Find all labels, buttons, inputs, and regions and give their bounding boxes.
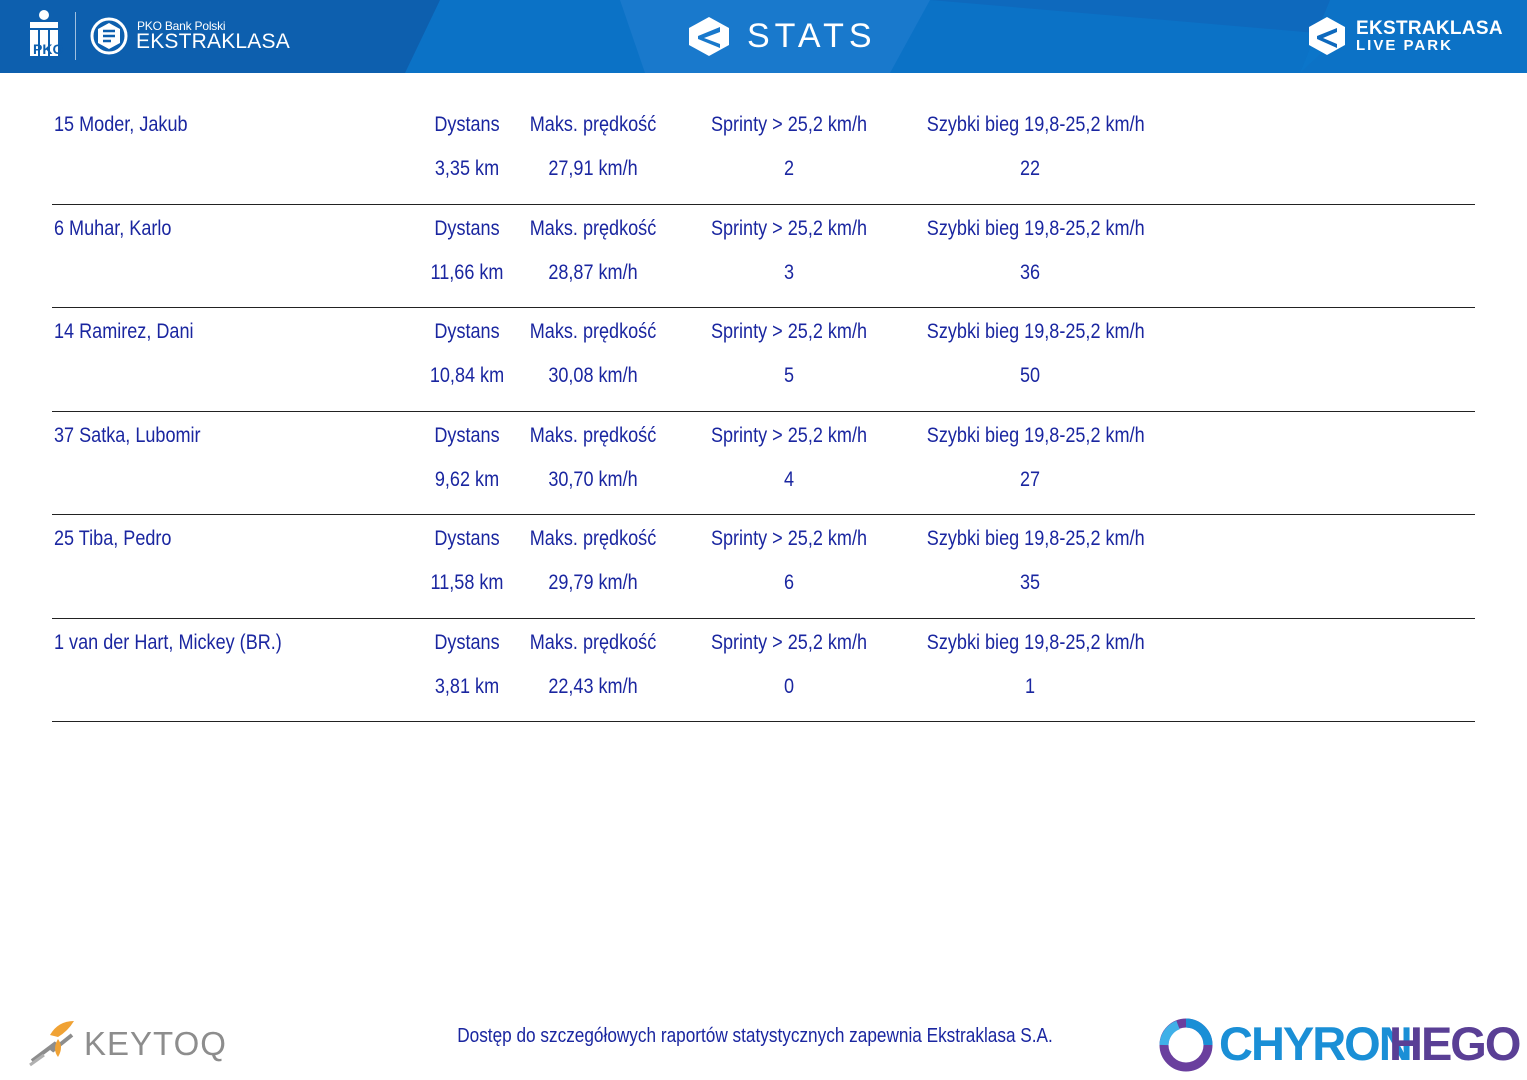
max-speed-value: 22,43 km/h bbox=[548, 674, 638, 698]
header-background bbox=[0, 0, 1527, 73]
distance-value: 9,62 km bbox=[434, 467, 500, 491]
max-speed-value: 28,87 km/h bbox=[548, 260, 638, 284]
sprints-label: Sprinty > 25,2 km/h bbox=[710, 527, 868, 550]
page-title: STATS bbox=[747, 17, 877, 55]
hego-logo-text: HEGO bbox=[1389, 1017, 1521, 1070]
max-speed-label: Maks. prędkość bbox=[529, 423, 657, 447]
chyronhego-logo-icon bbox=[1159, 1018, 1213, 1072]
player-stats-list: 15 Moder, Jakub Dystans Maks. prędkość Spri… bbox=[52, 101, 1475, 722]
player-row: 1 van der Hart, Mickey (BR.) Dystans Maks.… bbox=[52, 619, 1475, 722]
player-row: 25 Tiba, Pedro Dystans Maks. prędkość Sprin… bbox=[52, 515, 1475, 619]
sponsor-small-text: PKO Bank Polski bbox=[137, 19, 226, 33]
chyron-logo-text: CHYRON bbox=[1219, 1017, 1413, 1070]
sprints-label: Sprinty > 25,2 km/h bbox=[710, 320, 868, 343]
sprints-value: 4 bbox=[783, 467, 795, 491]
live-park-e-icon bbox=[1309, 17, 1345, 55]
fast-runs-value: 50 bbox=[1019, 364, 1041, 387]
distance-label: Dystans bbox=[434, 527, 500, 550]
sprints-label: Sprinty > 25,2 km/h bbox=[710, 216, 868, 240]
sprints-value: 6 bbox=[783, 571, 795, 594]
distance-value: 11,66 km bbox=[430, 260, 504, 284]
keytoq-logo-text: KEYTOQ bbox=[84, 1025, 227, 1062]
fast-runs-value: 36 bbox=[1019, 260, 1041, 284]
max-speed-value: 30,08 km/h bbox=[548, 364, 638, 387]
pko-bank-logo-icon: PKO bbox=[30, 10, 63, 57]
distance-label: Dystans bbox=[434, 630, 500, 654]
sprints-label: Sprinty > 25,2 km/h bbox=[710, 423, 868, 447]
ekstraklasa-ball-icon bbox=[90, 17, 128, 55]
fast-runs-label: Szybki bieg 19,8-25,2 km/h bbox=[926, 630, 1145, 654]
distance-value: 11,58 km bbox=[430, 571, 504, 594]
player-name: 6 Muhar, Karlo bbox=[54, 216, 172, 240]
sprints-label: Sprinty > 25,2 km/h bbox=[710, 630, 868, 654]
fast-runs-value: 22 bbox=[1019, 157, 1041, 180]
max-speed-value: 27,91 km/h bbox=[548, 157, 638, 180]
live-park-line1: EKSTRAKLASA bbox=[1356, 18, 1503, 39]
fast-runs-value: 1 bbox=[1024, 674, 1036, 698]
player-name: 14 Ramirez, Dani bbox=[54, 320, 194, 343]
fast-runs-value: 35 bbox=[1019, 571, 1041, 594]
max-speed-label: Maks. prędkość bbox=[529, 630, 657, 654]
player-name: 37 Satka, Lubomir bbox=[54, 423, 201, 447]
fast-runs-label: Szybki bieg 19,8-25,2 km/h bbox=[926, 216, 1145, 240]
live-park-line2: LIVE PARK bbox=[1356, 37, 1453, 54]
distance-label: Dystans bbox=[434, 216, 500, 240]
svg-text:PKO: PKO bbox=[33, 41, 63, 57]
max-speed-label: Maks. prędkość bbox=[529, 527, 657, 550]
ekstraklasa-e-icon bbox=[689, 17, 729, 56]
sprints-value: 0 bbox=[783, 674, 795, 698]
fast-runs-value: 27 bbox=[1019, 467, 1041, 491]
player-name: 25 Tiba, Pedro bbox=[54, 527, 172, 550]
player-row: 37 Satka, Lubomir Dystans Maks. prędkość Sp… bbox=[52, 412, 1475, 515]
player-row: 14 Ramirez, Dani Dystans Maks. prędkość Spr… bbox=[52, 308, 1475, 412]
max-speed-value: 29,79 km/h bbox=[548, 571, 638, 594]
header-bar: PKO PKO Bank Polski EKSTRAKLASA STATS EK… bbox=[0, 0, 1527, 73]
max-speed-label: Maks. prędkość bbox=[529, 216, 657, 240]
header-separator bbox=[75, 12, 76, 60]
sponsor-big-text: EKSTRAKLASA bbox=[136, 30, 290, 53]
player-name: 15 Moder, Jakub bbox=[54, 113, 188, 136]
distance-value: 3,81 km bbox=[434, 674, 500, 698]
distance-value: 10,84 km bbox=[429, 364, 505, 387]
distance-label: Dystans bbox=[434, 113, 500, 136]
max-speed-label: Maks. prędkość bbox=[529, 113, 657, 136]
max-speed-label: Maks. prędkość bbox=[529, 320, 657, 343]
fast-runs-label: Szybki bieg 19,8-25,2 km/h bbox=[926, 320, 1145, 343]
footer-note: Dostęp do szczegółowych raportów statyst… bbox=[457, 1025, 1053, 1047]
sprints-value: 2 bbox=[783, 157, 795, 180]
sprints-value: 3 bbox=[783, 260, 795, 284]
fast-runs-label: Szybki bieg 19,8-25,2 km/h bbox=[926, 423, 1145, 447]
distance-value: 3,35 km bbox=[434, 157, 500, 180]
player-row: 15 Moder, Jakub Dystans Maks. prędkość Spri… bbox=[52, 101, 1475, 205]
max-speed-value: 30,70 km/h bbox=[548, 467, 638, 491]
player-row: 6 Muhar, Karlo Dystans Maks. prędkość Sprin… bbox=[52, 205, 1475, 308]
fast-runs-label: Szybki bieg 19,8-25,2 km/h bbox=[926, 527, 1145, 550]
distance-label: Dystans bbox=[434, 320, 500, 343]
keytoq-logo-icon bbox=[29, 1021, 74, 1067]
distance-label: Dystans bbox=[434, 423, 500, 447]
sprints-label: Sprinty > 25,2 km/h bbox=[710, 113, 868, 136]
sprints-value: 5 bbox=[783, 364, 795, 387]
fast-runs-label: Szybki bieg 19,8-25,2 km/h bbox=[926, 113, 1145, 136]
player-name: 1 van der Hart, Mickey (BR.) bbox=[54, 630, 282, 654]
